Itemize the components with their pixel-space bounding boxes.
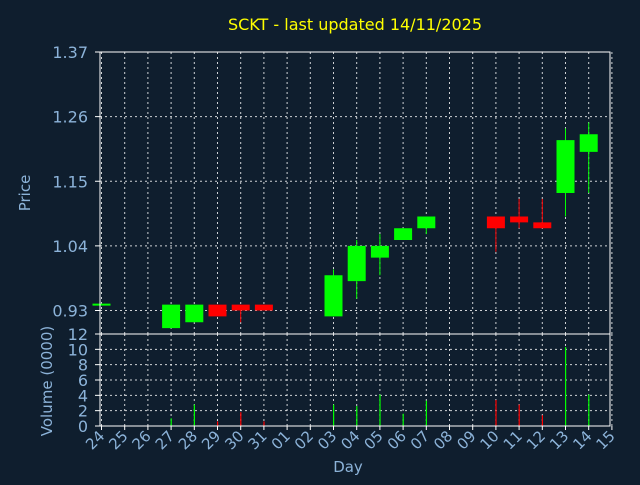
volume-bar	[240, 412, 242, 426]
volume-tick-label: 0	[78, 417, 88, 436]
price-tick-label: 1.26	[52, 108, 88, 127]
volume-bars	[170, 347, 590, 426]
volume-bar	[356, 406, 358, 426]
volume-tick-label: 12	[68, 325, 88, 344]
price-axis-label: Price	[16, 175, 34, 212]
volume-bar	[425, 400, 427, 426]
volume-bar	[565, 347, 567, 426]
volume-tick-label: 8	[78, 356, 88, 375]
candle-body	[185, 304, 204, 323]
x-axis-label: Day	[333, 458, 363, 476]
volume-bar	[193, 404, 195, 426]
price-tick-label: 1.04	[52, 237, 88, 256]
volume-bar	[333, 404, 335, 426]
volume-tick-label: 10	[68, 340, 88, 359]
candle-body	[231, 304, 250, 311]
candle-body	[579, 134, 598, 152]
volume-grid	[100, 333, 613, 427]
price-y-ticks: 0.93 1.04 1.15 1.26 1.37	[52, 43, 100, 321]
volume-axis-label: Volume (0000)	[38, 326, 56, 436]
price-tick-label: 0.93	[52, 302, 88, 321]
candle-body	[208, 304, 227, 317]
volume-tick-label: 4	[78, 386, 88, 405]
volume-bar	[518, 404, 520, 426]
volume-tick-label: 6	[78, 371, 88, 390]
candle-body	[533, 222, 552, 229]
candle-body	[254, 304, 273, 311]
candle-body	[347, 245, 366, 282]
volume-bar	[541, 415, 543, 426]
price-tick-label: 1.37	[52, 43, 88, 62]
candle-body	[394, 228, 413, 240]
candle-body	[162, 304, 181, 329]
volume-bar	[402, 413, 404, 426]
volume-bar	[170, 418, 172, 426]
candle-body	[510, 216, 529, 223]
candle-body	[370, 245, 389, 258]
volume-bar	[217, 421, 219, 426]
candle-body	[556, 140, 575, 193]
volume-bar	[495, 399, 497, 426]
candlesticks	[92, 122, 598, 329]
price-panel-frame	[99, 51, 611, 335]
candle-body	[486, 216, 505, 229]
price-grid	[100, 51, 613, 334]
volume-bar	[379, 394, 381, 426]
candle-body	[417, 216, 436, 229]
x-ticks: 2425262728293031010203040506070809101112…	[82, 426, 619, 453]
candle-body	[92, 303, 111, 306]
x-tick-label: 15	[592, 427, 618, 453]
volume-tick-label: 2	[78, 402, 88, 421]
chart-title: SCKT - last updated 14/11/2025	[228, 15, 482, 34]
candle-body	[324, 275, 343, 317]
price-tick-label: 1.15	[52, 172, 88, 191]
volume-bar	[263, 421, 265, 426]
volume-bar	[588, 394, 590, 426]
